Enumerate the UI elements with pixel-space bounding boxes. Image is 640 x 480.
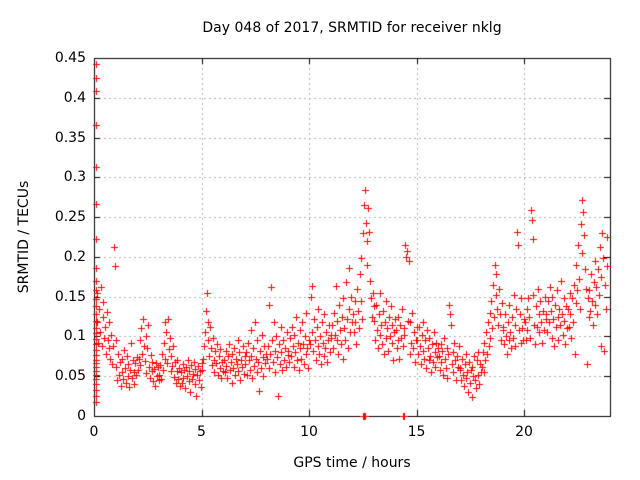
y-tick-label: 0.05 <box>54 368 86 385</box>
y-tick-label: 0.45 <box>54 50 86 66</box>
x-tick-label: 0 <box>89 424 99 440</box>
y-tick-label: 0.1 <box>63 328 86 345</box>
y-tick-labels: 0 0.05 0.1 0.15 0.2 0.25 0.3 0.35 0.4 0.45 <box>0 0 86 480</box>
x-axis-label: GPS time / hours <box>293 455 411 471</box>
x-tick-label: 5 <box>197 424 206 440</box>
y-tick-label: 0.3 <box>63 169 86 186</box>
y-tick-label: 0.2 <box>63 248 86 265</box>
x-tick-label: 15 <box>407 424 426 440</box>
y-tick-label: 0.35 <box>54 129 86 146</box>
y-tick-label: 0.15 <box>54 288 86 305</box>
y-tick-label: 0.25 <box>54 209 86 226</box>
y-tick-label: 0 <box>77 408 86 424</box>
x-tick-label: 10 <box>300 424 318 440</box>
x-tick-label: 20 <box>515 424 533 440</box>
y-tick-label: 0.4 <box>63 89 86 106</box>
